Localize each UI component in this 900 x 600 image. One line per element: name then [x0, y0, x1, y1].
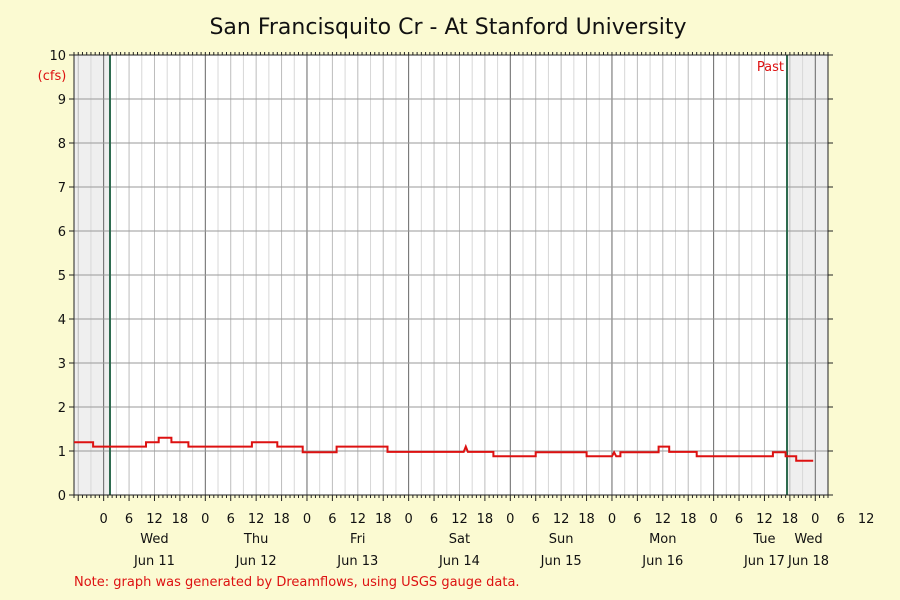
x-tick-label: 12 [756, 512, 773, 527]
x-tick-label: 12 [858, 512, 875, 527]
flow-series-line [74, 436, 814, 462]
day-weekday-label: Wed [794, 532, 822, 547]
x-tick-label: 0 [811, 512, 819, 527]
y-tick-label: 7 [58, 181, 66, 196]
x-tick-label: 18 [375, 512, 392, 527]
x-tick-label: 18 [172, 512, 189, 527]
day-date-label: Jun 13 [336, 554, 378, 569]
y-tick-label: 0 [58, 489, 66, 504]
x-tick-label: 6 [227, 512, 235, 527]
day-weekday-label: Fri [350, 532, 366, 547]
day-weekday-label: Thu [243, 532, 268, 547]
y-tick-label: 6 [58, 225, 66, 240]
x-tick-label: 18 [782, 512, 799, 527]
day-date-label: Jun 12 [235, 554, 277, 569]
y-tick-label: 3 [58, 357, 66, 372]
x-tick-label: 0 [100, 512, 108, 527]
y-tick-label: 5 [58, 269, 66, 284]
day-weekday-label: Tue [752, 532, 775, 547]
x-tick-label: 18 [578, 512, 595, 527]
day-date-label: Jun 11 [133, 554, 175, 569]
chart-title: San Francisquito Cr - At Stanford Univer… [209, 15, 686, 40]
day-date-label: Jun 17 [743, 554, 785, 569]
day-weekday-label: Sat [449, 532, 470, 547]
footer-note: Note: graph was generated by Dreamflows,… [74, 575, 520, 590]
past-label: Past [757, 60, 784, 75]
y-tick-label: 10 [49, 49, 66, 64]
x-tick-label: 0 [506, 512, 514, 527]
day-date-label: Jun 18 [787, 554, 829, 569]
y-tick-label: 8 [58, 137, 66, 152]
y-tick-label: 4 [58, 313, 66, 328]
x-tick-label: 12 [350, 512, 367, 527]
day-weekday-label: Mon [649, 532, 676, 547]
y-tick-label: 9 [58, 93, 66, 108]
day-weekday-label: Wed [140, 532, 168, 547]
x-tick-label: 6 [532, 512, 540, 527]
x-tick-label: 0 [608, 512, 616, 527]
day-date-label: Jun 14 [438, 554, 480, 569]
day-weekday-label: Sun [549, 532, 574, 547]
x-tick-label: 6 [837, 512, 845, 527]
day-date-label: Jun 16 [641, 554, 683, 569]
x-tick-label: 0 [303, 512, 311, 527]
x-tick-label: 12 [451, 512, 468, 527]
y-tick-label: 1 [58, 445, 66, 460]
x-tick-label: 18 [680, 512, 697, 527]
y-tick-label: 2 [58, 401, 66, 416]
x-tick-label: 0 [404, 512, 412, 527]
x-tick-label: 12 [146, 512, 163, 527]
x-tick-label: 18 [477, 512, 494, 527]
x-tick-label: 6 [735, 512, 743, 527]
x-tick-label: 6 [430, 512, 438, 527]
x-tick-label: 6 [328, 512, 336, 527]
x-tick-label: 0 [201, 512, 209, 527]
y-axis-unit-label: (cfs) [38, 69, 67, 84]
x-tick-label: 12 [248, 512, 265, 527]
x-tick-label: 6 [633, 512, 641, 527]
x-tick-label: 0 [709, 512, 717, 527]
x-tick-label: 18 [273, 512, 290, 527]
x-tick-label: 12 [655, 512, 672, 527]
x-tick-label: 6 [125, 512, 133, 527]
x-tick-label: 12 [553, 512, 570, 527]
day-date-label: Jun 15 [540, 554, 582, 569]
